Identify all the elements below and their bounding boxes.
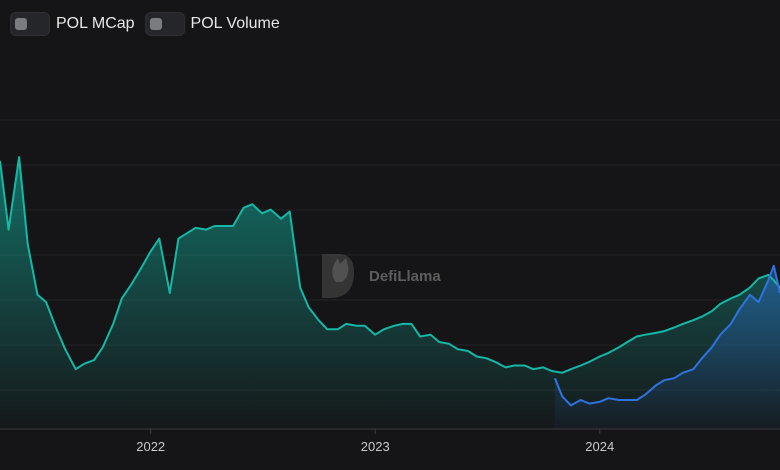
x-tick-label: 2023 (361, 439, 390, 454)
series-area-1 (554, 265, 780, 429)
toggle-switch[interactable] (144, 12, 185, 36)
series-line-1 (553, 264, 780, 407)
x-axis-ticks: 2022 2023 2024 (136, 429, 614, 454)
x-tick-label: 2024 (585, 439, 614, 454)
series-areas (0, 157, 780, 429)
series-line-0 (0, 156, 780, 374)
toggle-pol-mcap[interactable]: POL MCap (10, 12, 135, 36)
toggle-knob (149, 18, 162, 30)
llama-logo-icon (322, 254, 354, 298)
toggle-label: POL MCap (56, 15, 135, 32)
toggle-knob (15, 18, 27, 30)
series-lines (0, 156, 780, 407)
toggle-row: POL MCap POL Volume (10, 12, 280, 36)
series-area-0 (0, 157, 780, 429)
toggle-pol-volume[interactable]: POL Volume (144, 12, 280, 36)
toggle-label: POL Volume (190, 15, 280, 32)
toggle-switch[interactable] (10, 12, 50, 36)
watermark: DefiLlama (322, 254, 441, 298)
x-tick-label: 2022 (136, 439, 165, 454)
watermark-text: DefiLlama (369, 268, 441, 285)
